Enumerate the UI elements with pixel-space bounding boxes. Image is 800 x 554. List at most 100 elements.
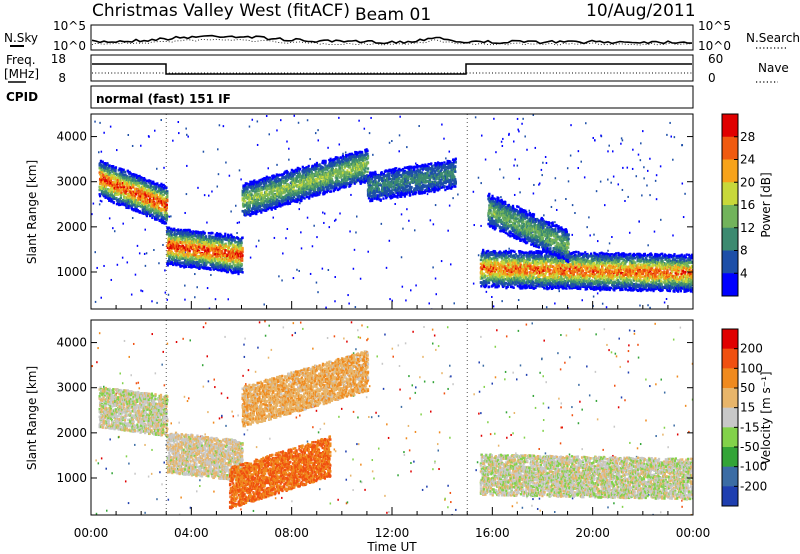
speckle-cell — [167, 293, 170, 296]
heatmap-cell — [103, 174, 107, 178]
heatmap-cell — [215, 257, 218, 261]
heatmap-cell — [312, 194, 315, 197]
heatmap-cell — [172, 237, 175, 241]
heatmap-cell — [115, 196, 118, 200]
speckle-cell — [565, 197, 567, 200]
heatmap-cell — [242, 185, 245, 189]
speckle-cell — [415, 162, 417, 165]
speckle-cell — [185, 127, 187, 130]
speckle-cell — [684, 192, 686, 195]
speckle-cell — [370, 116, 372, 119]
speckle-cell — [441, 123, 443, 126]
heatmap-cell — [277, 179, 280, 183]
heatmap-cell — [175, 256, 179, 260]
speckle-cell — [517, 299, 520, 302]
heatmap-cell — [281, 201, 284, 205]
heatmap-cell — [350, 171, 353, 174]
heatmap-cell — [119, 196, 123, 200]
speckle-cell — [513, 193, 516, 196]
heatmap-cell — [214, 238, 217, 242]
heatmap-cell — [175, 263, 178, 267]
heatmap-cell — [337, 183, 340, 187]
heatmap-cell — [154, 187, 158, 190]
speckle-cell — [342, 152, 344, 155]
heatmap-cell — [290, 168, 293, 172]
speckle-cell — [140, 144, 142, 147]
speckle-cell — [443, 137, 445, 140]
beam-label: Beam 01 — [355, 5, 431, 25]
heatmap-cell — [198, 250, 201, 254]
heatmap-cell — [141, 202, 144, 205]
heatmap-cell — [328, 158, 331, 162]
heatmap-cell — [141, 179, 144, 183]
heatmap-cell — [145, 182, 148, 185]
heatmap-cell — [188, 231, 191, 235]
speckle-cell — [321, 267, 324, 270]
heatmap-cell — [170, 261, 174, 264]
heatmap-cell — [236, 261, 239, 264]
heatmap-cell — [99, 159, 103, 163]
heatmap-cell — [278, 191, 282, 195]
speckle-cell — [333, 219, 336, 222]
heatmap-cell — [325, 182, 328, 185]
speckle-cell — [649, 194, 651, 197]
heatmap-cell — [226, 257, 229, 260]
heatmap-cell — [296, 166, 299, 170]
heatmap-cell — [319, 166, 322, 169]
heatmap-cell — [237, 246, 241, 249]
speckle-cell — [418, 125, 420, 128]
speckle-cell — [227, 298, 230, 301]
heatmap-cell — [294, 200, 297, 203]
heatmap-cell — [306, 173, 309, 177]
speckle-cell — [640, 142, 642, 145]
heatmap-cell — [340, 156, 343, 159]
speckle-cell — [256, 120, 259, 123]
speckle-cell — [453, 302, 455, 305]
heatmap-cell — [131, 202, 134, 206]
heatmap-cell — [303, 189, 306, 192]
heatmap-cell — [294, 197, 298, 201]
heatmap-cell — [327, 179, 330, 183]
heatmap-cell — [273, 176, 277, 179]
heatmap-cell — [153, 190, 156, 193]
heatmap-cell — [288, 184, 291, 188]
heatmap-cell — [225, 262, 229, 265]
heatmap-cell — [201, 254, 205, 257]
heatmap-cell — [306, 185, 309, 189]
heatmap-cell — [203, 261, 206, 265]
heatmap-cell — [284, 177, 288, 181]
heatmap-cell — [304, 176, 308, 179]
heatmap-cell — [258, 209, 262, 213]
heatmap-cell — [298, 181, 302, 184]
speckle-cell — [210, 274, 212, 277]
heatmap-cell — [110, 193, 113, 196]
heatmap-cell — [138, 189, 142, 193]
heatmap-cell — [248, 198, 251, 202]
speckle-cell — [325, 306, 327, 309]
heatmap-cell — [181, 243, 184, 246]
heatmap-cell — [158, 207, 162, 211]
heatmap-cell — [221, 240, 224, 243]
heatmap-cell — [307, 169, 310, 172]
speckle-cell — [502, 137, 504, 140]
speckle-cell — [620, 137, 623, 140]
speckle-cell — [140, 289, 142, 292]
heatmap-cell — [329, 178, 332, 182]
speckle-cell — [92, 202, 95, 205]
speckle-cell — [480, 134, 483, 137]
heatmap-cell — [205, 259, 208, 262]
heatmap-cell — [191, 262, 194, 266]
heatmap-cell — [216, 250, 219, 254]
heatmap-cell — [250, 193, 253, 197]
speckle-cell — [108, 217, 111, 220]
heatmap-cell — [106, 188, 109, 191]
heatmap-cell — [174, 246, 178, 249]
speckle-cell — [100, 200, 103, 203]
heatmap-cell — [241, 202, 245, 205]
heatmap-cell — [211, 263, 215, 266]
heatmap-cell — [188, 235, 191, 238]
speckle-cell — [593, 139, 596, 142]
heatmap-cell — [115, 184, 118, 188]
heatmap-cell — [250, 187, 253, 191]
heatmap-cell — [190, 253, 194, 257]
